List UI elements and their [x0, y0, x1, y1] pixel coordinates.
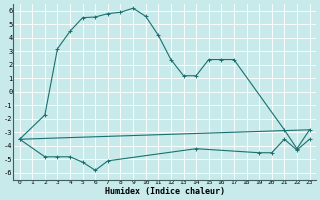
X-axis label: Humidex (Indice chaleur): Humidex (Indice chaleur) — [105, 187, 225, 196]
